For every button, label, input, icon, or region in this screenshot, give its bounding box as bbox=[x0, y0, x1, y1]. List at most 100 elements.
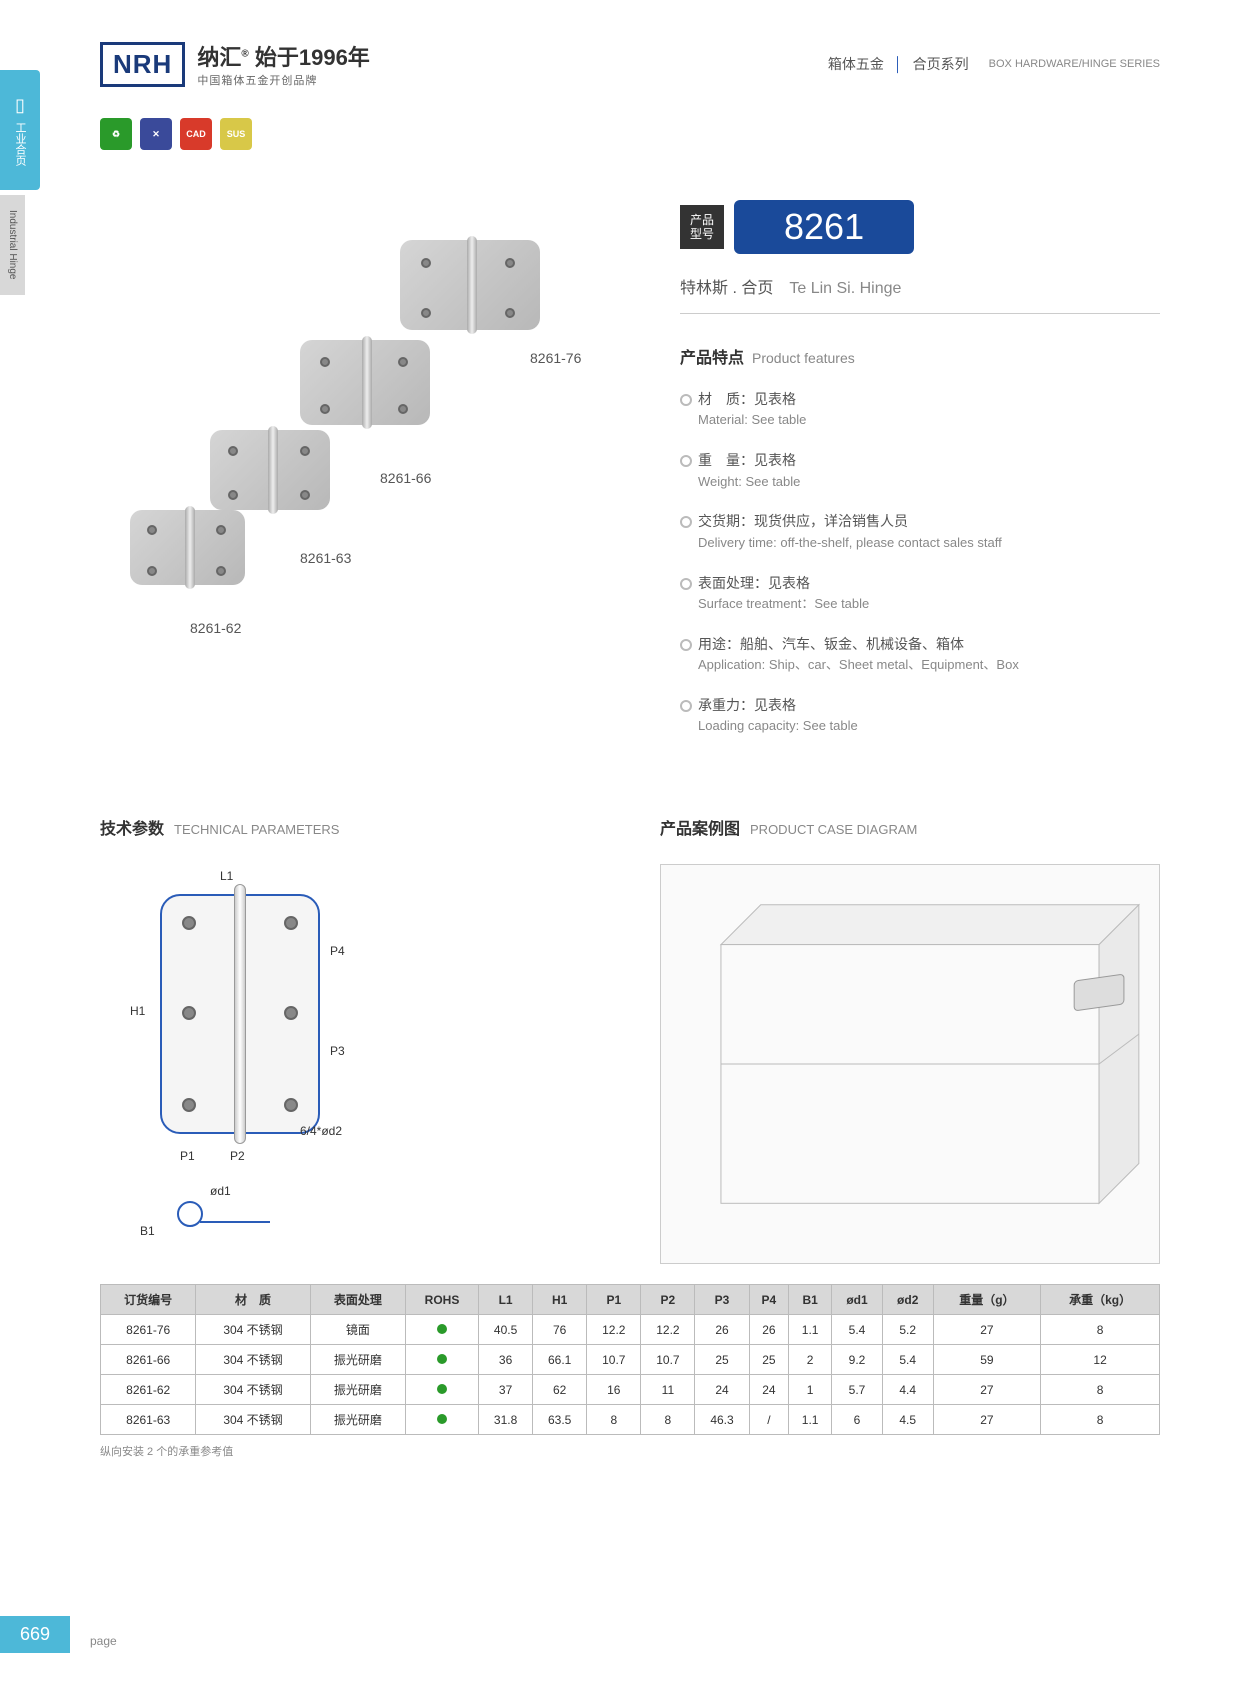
table-cell: 1.1 bbox=[789, 1405, 832, 1435]
table-cell: 8 bbox=[1041, 1405, 1160, 1435]
table-cell: 66.1 bbox=[533, 1345, 587, 1375]
table-cell: 27 bbox=[933, 1375, 1041, 1405]
header-category: 箱体五金 │ 合页系列 BOX HARDWARE/HINGE SERIES bbox=[828, 54, 1160, 74]
table-header: P2 bbox=[641, 1285, 695, 1315]
cert-icon: ✕ bbox=[140, 118, 172, 150]
table-cell: 4.5 bbox=[882, 1405, 933, 1435]
side-tab: ▯ 工业合页 bbox=[0, 70, 40, 190]
table-cell: 37 bbox=[479, 1375, 533, 1405]
table-cell: 8 bbox=[587, 1405, 641, 1435]
table-cell: 27 bbox=[933, 1405, 1041, 1435]
table-cell bbox=[406, 1345, 479, 1375]
table-cell: 10.7 bbox=[641, 1345, 695, 1375]
logo: NRH bbox=[100, 42, 185, 87]
table-header: ød1 bbox=[832, 1285, 883, 1315]
spec-table-wrap: 订货编号材 质表面处理ROHSL1H1P1P2P3P4B1ød1ød2重量（g）… bbox=[0, 1264, 1240, 1459]
model-label: 产品 型号 bbox=[680, 205, 724, 250]
table-cell: 24 bbox=[749, 1375, 789, 1405]
feature-item: 承重力：见表格Loading capacity: See table bbox=[680, 694, 1160, 737]
table-cell: 8261-62 bbox=[101, 1375, 196, 1405]
table-header: ROHS bbox=[406, 1285, 479, 1315]
table-row: 8261-76304 不锈钢镜面40.57612.212.226261.15.4… bbox=[101, 1315, 1160, 1345]
table-header: 承重（kg） bbox=[1041, 1285, 1160, 1315]
cert-icon: ♻ bbox=[100, 118, 132, 150]
product-subtitle: 特林斯 . 合页 Te Lin Si. Hinge bbox=[680, 274, 1160, 314]
table-header: B1 bbox=[789, 1285, 832, 1315]
table-cell: 25 bbox=[695, 1345, 749, 1375]
feature-item: 用途：船舶、汽车、钣金、机械设备、箱体Application: Ship、car… bbox=[680, 633, 1160, 676]
logo-block: NRH 纳汇® 始于1996年 中国箱体五金开创品牌 bbox=[100, 40, 370, 88]
table-cell: 26 bbox=[749, 1315, 789, 1345]
page-number: 669 bbox=[0, 1616, 70, 1653]
table-note: 纵向安装 2 个的承重参考值 bbox=[100, 1443, 1160, 1459]
table-cell: 304 不锈钢 bbox=[196, 1345, 310, 1375]
hinge-label: 8261-63 bbox=[300, 550, 351, 566]
spec-table: 订货编号材 质表面处理ROHSL1H1P1P2P3P4B1ød1ød2重量（g）… bbox=[100, 1284, 1160, 1435]
table-cell: 24 bbox=[695, 1375, 749, 1405]
hinge-label: 8261-76 bbox=[530, 350, 581, 366]
hinge-label: 8261-66 bbox=[380, 470, 431, 486]
cert-icon: SUS bbox=[220, 118, 252, 150]
feature-item: 材 质：见表格Material: See table bbox=[680, 388, 1160, 431]
table-cell: 11 bbox=[641, 1375, 695, 1405]
table-cell: 59 bbox=[933, 1345, 1041, 1375]
table-cell: 9.2 bbox=[832, 1345, 883, 1375]
table-cell: 31.8 bbox=[479, 1405, 533, 1435]
case-diagram bbox=[660, 864, 1160, 1264]
feature-item: 重 量：见表格Weight: See table bbox=[680, 449, 1160, 492]
table-cell: 5.7 bbox=[832, 1375, 883, 1405]
table-header: 表面处理 bbox=[310, 1285, 405, 1315]
table-header: ød2 bbox=[882, 1285, 933, 1315]
table-header: P1 bbox=[587, 1285, 641, 1315]
hinge-image bbox=[300, 340, 430, 425]
table-cell: 27 bbox=[933, 1315, 1041, 1345]
tech-section: 技术参数TECHNICAL PARAMETERS L1 H1 P4 P3 6/4… bbox=[100, 815, 600, 1264]
table-cell: 36 bbox=[479, 1345, 533, 1375]
table-cell: 2 bbox=[789, 1345, 832, 1375]
table-cell: 25 bbox=[749, 1345, 789, 1375]
table-row: 8261-66304 不锈钢振光研磨3666.110.710.7252529.2… bbox=[101, 1345, 1160, 1375]
table-cell: 4.4 bbox=[882, 1375, 933, 1405]
table-cell: 12.2 bbox=[587, 1315, 641, 1345]
table-row: 8261-62304 不锈钢振光研磨37621611242415.74.4278 bbox=[101, 1375, 1160, 1405]
table-cell: 76 bbox=[533, 1315, 587, 1345]
table-cell: 8261-66 bbox=[101, 1345, 196, 1375]
table-cell: 26 bbox=[695, 1315, 749, 1345]
hinge-image bbox=[130, 510, 245, 585]
table-cell: 12.2 bbox=[641, 1315, 695, 1345]
feature-item: 交货期：现货供应，详洽销售人员Delivery time: off-the-sh… bbox=[680, 510, 1160, 553]
table-cell: 振光研磨 bbox=[310, 1345, 405, 1375]
product-images: 8261-76 8261-66 8261-63 8261-62 bbox=[100, 200, 640, 680]
table-cell: / bbox=[749, 1405, 789, 1435]
table-header: 订货编号 bbox=[101, 1285, 196, 1315]
table-cell bbox=[406, 1315, 479, 1345]
table-cell: 62 bbox=[533, 1375, 587, 1405]
product-info: 产品 型号 8261 特林斯 . 合页 Te Lin Si. Hinge 产品特… bbox=[680, 200, 1160, 755]
table-header: H1 bbox=[533, 1285, 587, 1315]
table-cell: 6 bbox=[832, 1405, 883, 1435]
icon-row: ♻✕CADSUS bbox=[0, 108, 1240, 150]
hinge-image bbox=[210, 430, 330, 510]
table-cell: 8 bbox=[641, 1405, 695, 1435]
table-header: P3 bbox=[695, 1285, 749, 1315]
table-cell: 12 bbox=[1041, 1345, 1160, 1375]
table-header: L1 bbox=[479, 1285, 533, 1315]
hinge-label: 8261-62 bbox=[190, 620, 241, 636]
features-title: 产品特点Product features bbox=[680, 344, 1160, 368]
table-cell: 8 bbox=[1041, 1375, 1160, 1405]
hinge-image bbox=[400, 240, 540, 330]
table-row: 8261-63304 不锈钢振光研磨31.863.58846.3/1.164.5… bbox=[101, 1405, 1160, 1435]
table-cell: 304 不锈钢 bbox=[196, 1375, 310, 1405]
table-cell: 8 bbox=[1041, 1315, 1160, 1345]
table-cell: 5.4 bbox=[832, 1315, 883, 1345]
cert-icon: CAD bbox=[180, 118, 212, 150]
table-cell: 振光研磨 bbox=[310, 1405, 405, 1435]
table-cell: 5.4 bbox=[882, 1345, 933, 1375]
table-cell: 镜面 bbox=[310, 1315, 405, 1345]
tech-diagram: L1 H1 P4 P3 6/4*ød2 P1 P2 ød1 B1 bbox=[100, 864, 380, 1244]
page-label: page bbox=[90, 1634, 117, 1648]
table-cell: 8261-63 bbox=[101, 1405, 196, 1435]
table-header: 材 质 bbox=[196, 1285, 310, 1315]
case-section: 产品案例图PRODUCT CASE DIAGRAM bbox=[660, 815, 1160, 1264]
table-cell bbox=[406, 1405, 479, 1435]
